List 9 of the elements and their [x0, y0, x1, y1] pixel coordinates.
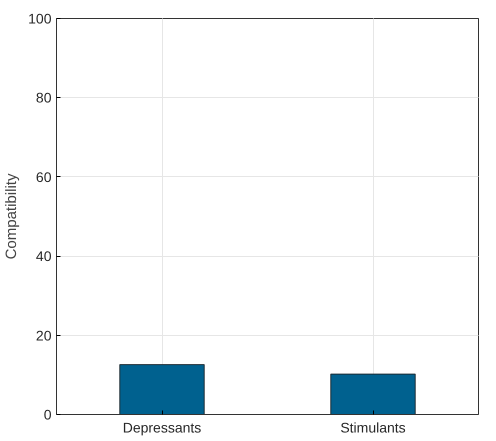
y-tick-label: 100 [28, 10, 52, 26]
y-tick-label: 60 [36, 168, 52, 185]
y-axis-title: Compatibility [3, 173, 20, 260]
y-tick-label: 40 [36, 248, 52, 264]
x-tick-label: Depressants [122, 420, 202, 436]
y-tick-label: 20 [36, 327, 52, 344]
x-tick-label: Stimulants [340, 420, 406, 436]
y-tick-label: 0 [44, 406, 52, 422]
y-tick-label: 80 [36, 90, 52, 106]
